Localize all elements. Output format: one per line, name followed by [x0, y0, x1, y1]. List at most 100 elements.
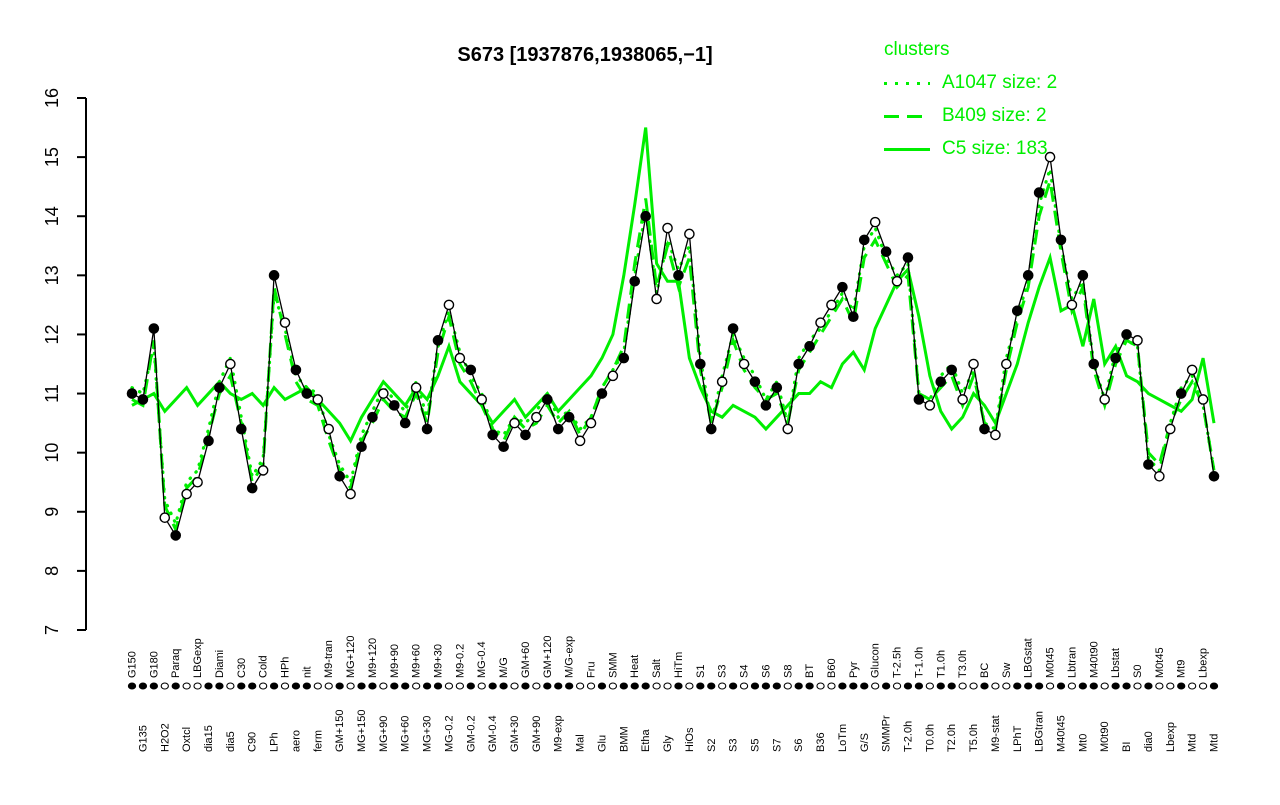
data-point — [716, 376, 728, 388]
condition-marker — [936, 682, 945, 690]
data-point — [574, 435, 586, 447]
x-axis-label: MG-0.4 — [476, 641, 488, 678]
x-axis-label: M9+90 — [389, 644, 401, 678]
x-axis-label: Etha — [640, 728, 652, 752]
x-axis-label: dia0 — [1143, 731, 1155, 752]
condition-marker — [794, 682, 803, 690]
data-point — [1099, 394, 1111, 405]
x-axis-label: Oxtcl — [181, 727, 193, 752]
legend-item-a1047: A1047 size: 2 — [884, 71, 1058, 94]
x-axis-label: Heat — [629, 655, 641, 678]
condition-marker — [1013, 682, 1022, 690]
data-point — [443, 299, 455, 311]
legend-item-c5: C5 size: 183 — [884, 138, 1057, 160]
data-point — [1197, 394, 1209, 405]
x-axis-label: LBGexp — [192, 638, 204, 678]
data-point — [913, 394, 925, 405]
data-point — [902, 252, 914, 263]
condition-marker — [313, 682, 322, 690]
data-point — [815, 317, 826, 328]
x-axis-label: GM+90 — [531, 716, 543, 752]
data-point — [432, 335, 444, 346]
data-point — [126, 388, 138, 399]
x-axis-label: BC — [979, 663, 991, 678]
condition-marker — [914, 682, 924, 690]
x-axis-label: M/G-exp — [564, 636, 576, 678]
condition-marker — [149, 682, 159, 690]
x-axis-label: ferm — [312, 730, 324, 752]
data-point — [629, 275, 641, 287]
data-point — [465, 364, 477, 376]
x-axis-label: G135 — [137, 725, 149, 752]
data-point — [531, 411, 542, 423]
x-axis-label: HiTm — [673, 652, 685, 678]
x-axis-label: S6 — [793, 739, 805, 752]
data-point — [509, 417, 520, 429]
condition-marker — [324, 682, 333, 690]
legend: clusters A1047 size: 2 B409 size: 2 C5 s… — [884, 39, 1058, 172]
x-axis-label: HiOs — [684, 727, 696, 752]
data-point — [159, 512, 171, 523]
x-axis-label: Cold — [258, 655, 270, 678]
x-axis-label: LPhT — [1012, 725, 1024, 752]
data-point — [771, 382, 783, 393]
condition-marker — [597, 682, 607, 690]
x-axis-label: S3 — [717, 665, 729, 678]
data-point — [334, 471, 345, 482]
x-axis-label: S5 — [749, 739, 761, 752]
x-axis-label: B60 — [826, 658, 838, 678]
data-point — [1022, 270, 1034, 281]
condition-marker — [412, 682, 421, 690]
x-axis-label: SMM — [607, 652, 619, 678]
condition-marker — [575, 682, 585, 690]
dashed-line-sample-icon — [884, 114, 930, 118]
x-axis-label: Sw — [1001, 663, 1013, 678]
condition-marker — [160, 682, 169, 690]
x-axis-label: HPh — [280, 657, 292, 678]
x-axis-label: LBGstat — [1023, 638, 1035, 678]
data-point — [1044, 151, 1056, 163]
x-axis-label: S2 — [706, 739, 718, 752]
x-axis-label: M9-stat — [990, 715, 1002, 752]
condition-marker — [1078, 682, 1087, 690]
data-point — [1121, 329, 1132, 340]
y-tick-label: 11 — [42, 384, 62, 403]
data-point — [651, 293, 662, 305]
condition-marker — [346, 682, 355, 690]
condition-marker — [226, 682, 235, 690]
x-axis-label: C30 — [236, 658, 248, 678]
data-point — [607, 370, 619, 382]
x-axis-label: Lbstat — [1110, 648, 1122, 678]
legend-item-label: A1047 size: 2 — [942, 71, 1058, 93]
data-point — [1011, 305, 1023, 317]
data-point — [585, 417, 597, 429]
data-point — [170, 530, 182, 541]
x-axis-label: dia5 — [225, 731, 237, 752]
data-point — [782, 423, 794, 435]
data-point — [957, 394, 968, 405]
x-axis-label: H2O2 — [159, 723, 171, 752]
data-point — [257, 465, 269, 476]
chart-title: S673 [1937876,1938065,−1] — [457, 44, 713, 66]
data-point — [662, 222, 673, 234]
x-axis-label: G/S — [859, 733, 871, 752]
x-axis-label: Lbexp — [1198, 648, 1210, 678]
condition-marker — [619, 682, 628, 690]
x-axis-label: GM-0.2 — [465, 715, 477, 752]
condition-marker — [707, 682, 716, 690]
legend-item-b409: B409 size: 2 — [884, 105, 1057, 127]
condition-marker — [422, 682, 432, 690]
data-point — [454, 352, 466, 364]
data-point — [137, 394, 149, 405]
condition-marker — [718, 682, 727, 690]
condition-marker — [455, 682, 465, 690]
x-axis-label: G180 — [148, 651, 160, 678]
condition-marker — [1089, 682, 1098, 690]
data-point — [148, 323, 160, 334]
condition-marker — [805, 682, 814, 690]
condition-marker — [248, 682, 257, 690]
data-point — [367, 411, 378, 423]
x-axis-label: T-2.0h — [902, 721, 914, 752]
condition-marker — [510, 682, 519, 690]
